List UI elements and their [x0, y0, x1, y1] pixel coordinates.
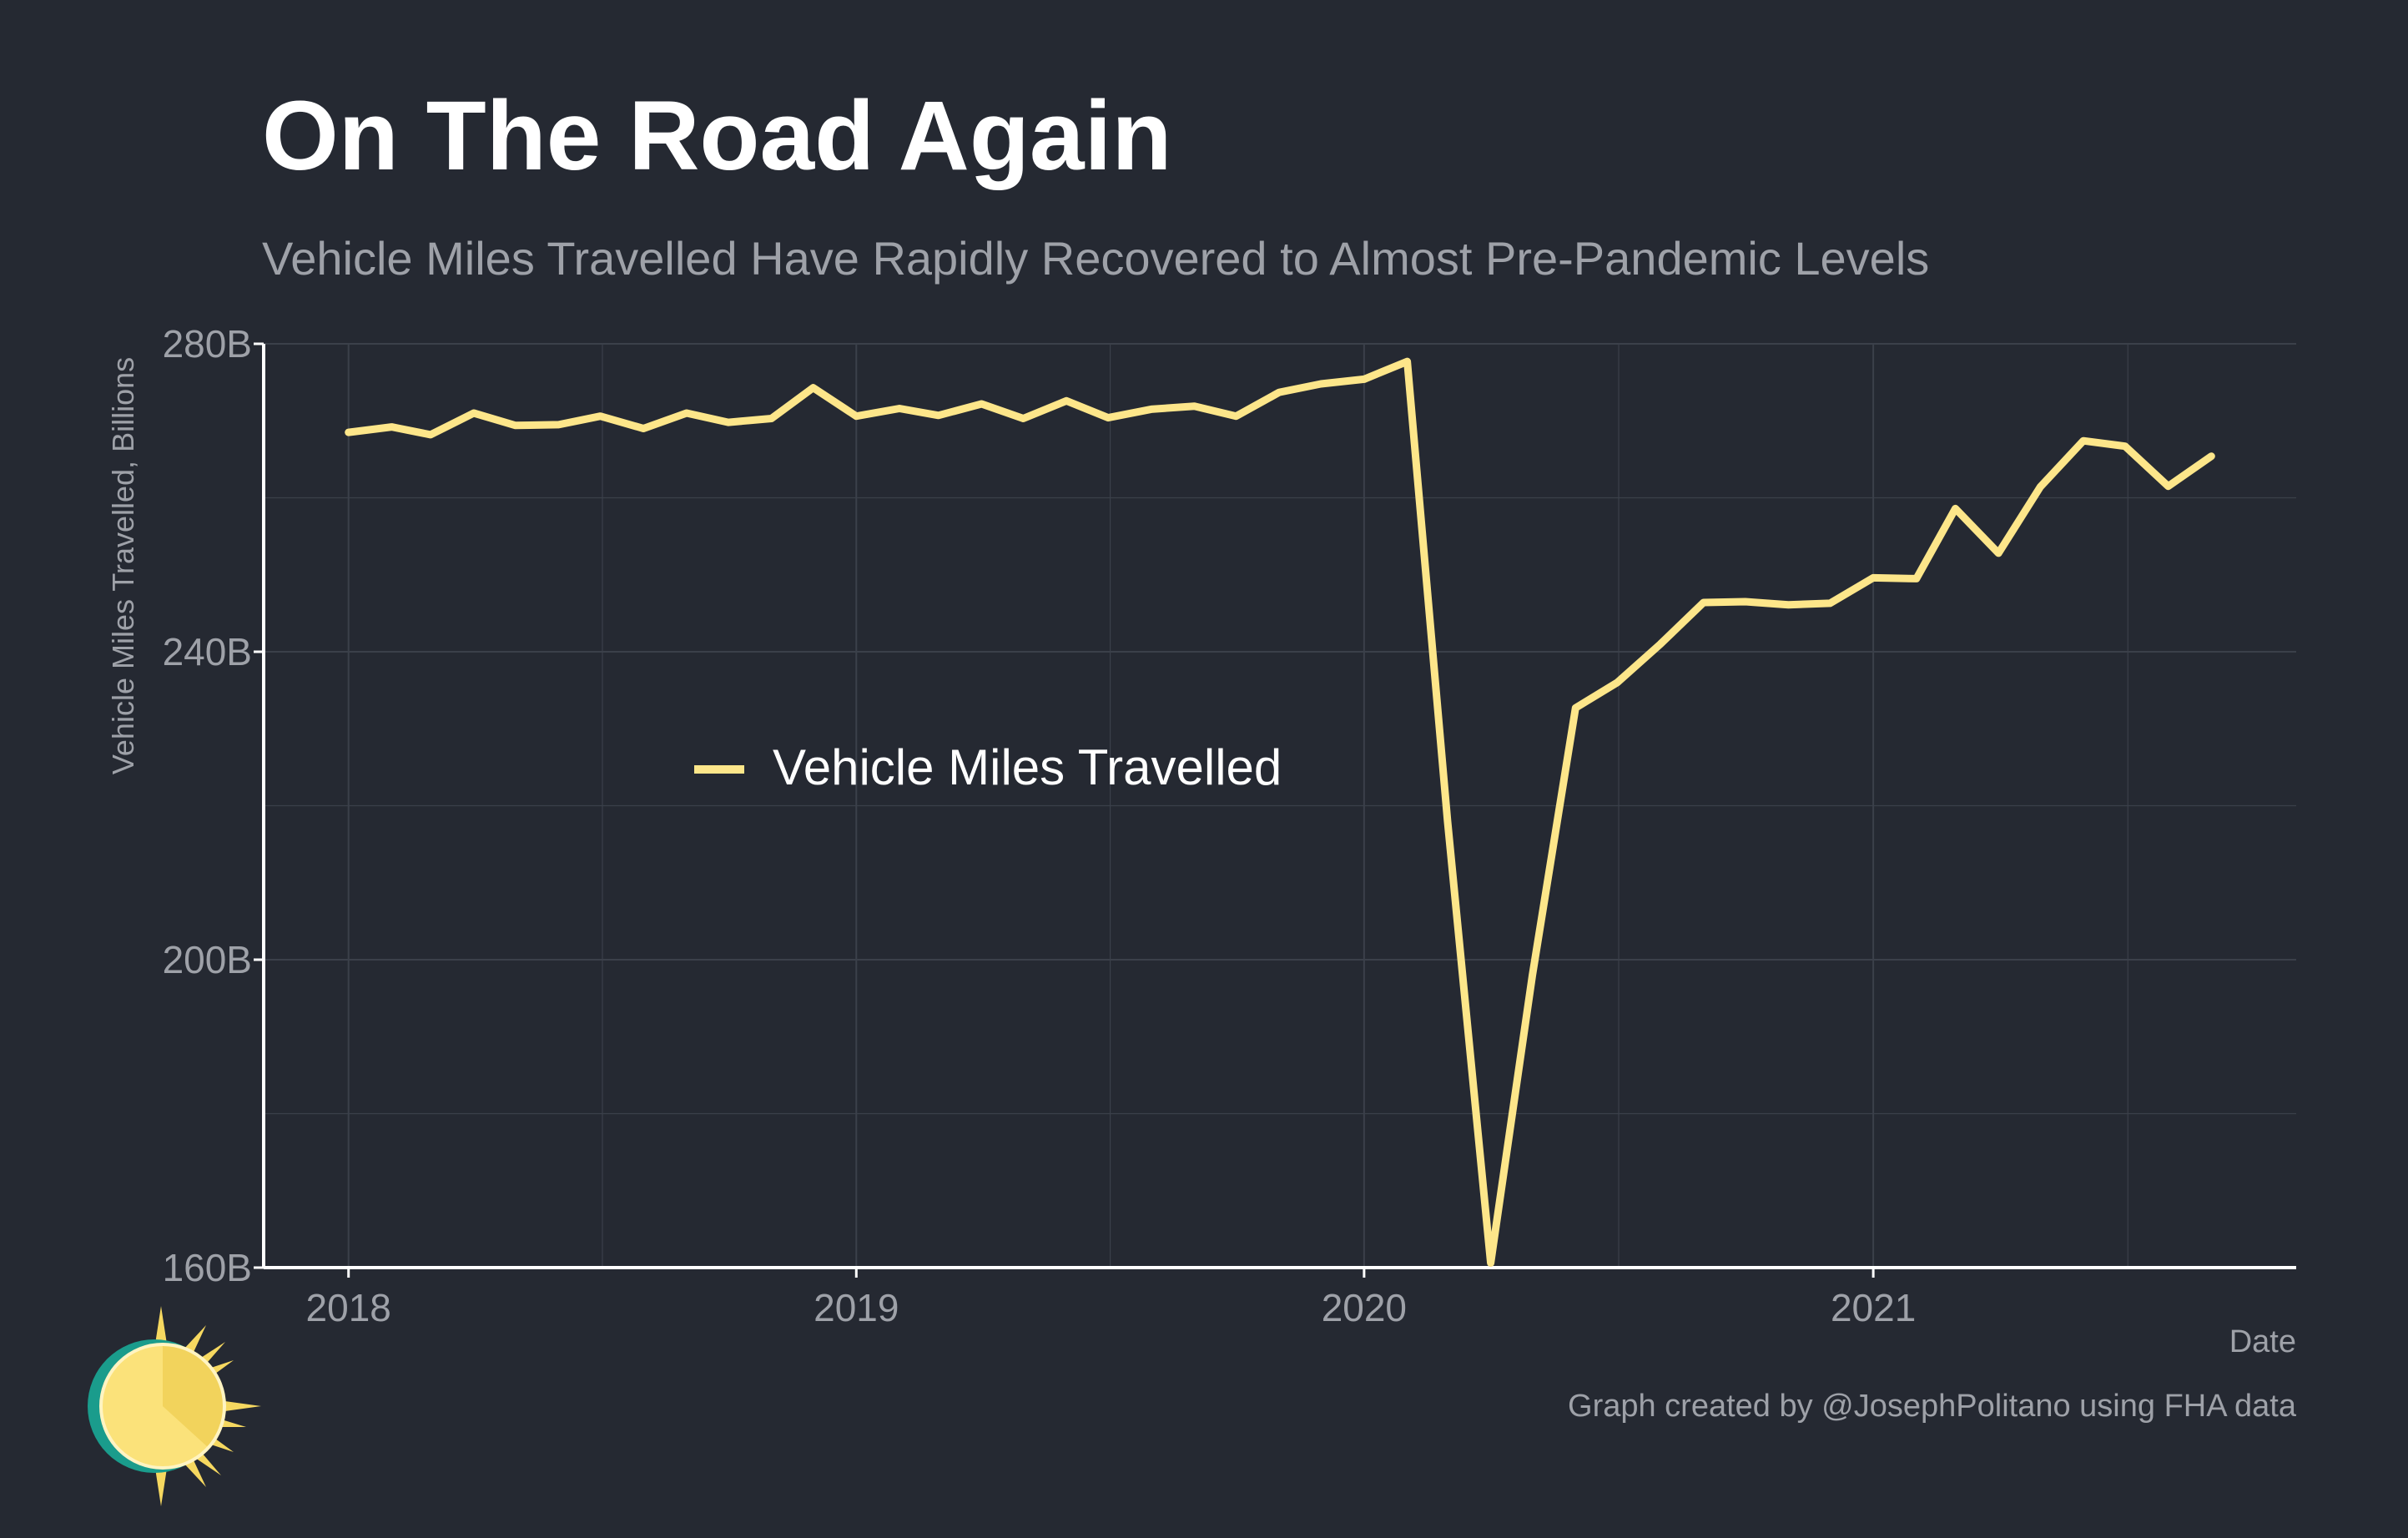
- credit-text: Graph created by @JosephPolitano using F…: [1568, 1389, 2296, 1424]
- y-tick-label: 240B: [163, 630, 252, 673]
- x-tick-label: 2018: [306, 1286, 391, 1329]
- x-tick-labels: 2018 2019 2020 2021: [306, 1286, 1917, 1329]
- y-axis-label: Vehicle Miles Travelled, Billions: [106, 357, 140, 774]
- series-layer: [345, 357, 2215, 1267]
- series-line-vehicle-miles-travelled: [345, 357, 2215, 1267]
- x-axis-label: Date: [2229, 1324, 2296, 1359]
- axes: [254, 342, 2296, 1278]
- x-tick-label: 2021: [1831, 1286, 1916, 1329]
- chart-subtitle: Vehicle Miles Travelled Have Rapidly Rec…: [262, 232, 1930, 285]
- sun-logo-icon: [88, 1306, 261, 1506]
- y-tick-label: 200B: [163, 938, 252, 981]
- legend-label: Vehicle Miles Travelled: [773, 739, 1282, 795]
- legend: Vehicle Miles Travelled: [694, 739, 1282, 795]
- x-tick-label: 2019: [814, 1286, 899, 1329]
- y-tick-labels: 160B 200B 240B 280B: [163, 322, 252, 1289]
- x-tick-label: 2020: [1322, 1286, 1407, 1329]
- grid-minor: [264, 344, 2296, 1268]
- y-tick-label: 280B: [163, 322, 252, 366]
- chart-title: On The Road Again: [262, 81, 1172, 191]
- y-tick-label: 160B: [163, 1246, 252, 1289]
